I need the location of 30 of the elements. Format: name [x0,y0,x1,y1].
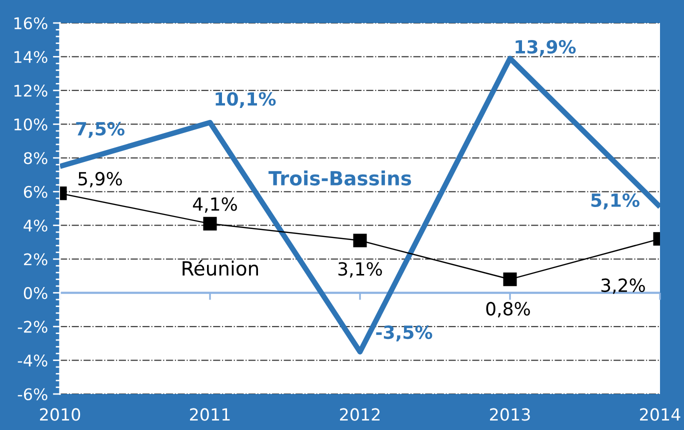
x-tick-label: 2014 [640,408,680,421]
y-tick-label: -6% [18,388,48,400]
y-tick-label: 12% [14,84,48,97]
y-tick-label: 16% [14,17,48,30]
data-label: 5,1% [591,193,640,210]
y-tick-label: 10% [14,118,48,130]
y-tick-label: 6% [24,186,48,198]
x-tick-label: 2010 [40,408,80,421]
x-tick-label: 2012 [340,408,380,421]
data-label: 10,1% [216,92,276,108]
data-label: 0,8% [486,302,530,318]
data-label: 3,2% [601,278,645,294]
data-label: 5,9% [78,172,122,188]
x-tick-label: 2013 [490,408,530,421]
y-tick-label: 2% [24,253,48,266]
y-tick-label: -4% [18,354,48,367]
y-tick-label: -2% [18,320,48,333]
data-label: 4,1% [192,197,237,213]
y-tick-label: 14% [14,50,48,64]
data-label: 7,5% [76,122,124,138]
series-label: Trois-Bassins [268,170,412,186]
data-label: -3,5% [376,325,432,342]
data-label: 13,9% [516,40,576,56]
series-label: Réunion [182,260,258,276]
y-tick-label: 8% [24,152,48,164]
y-tick-label: 4% [24,220,48,232]
data-label: 3,1% [338,262,382,278]
point [353,234,367,248]
x-tick-label: 2011 [190,408,230,421]
y-tick-label: 0% [24,287,48,300]
